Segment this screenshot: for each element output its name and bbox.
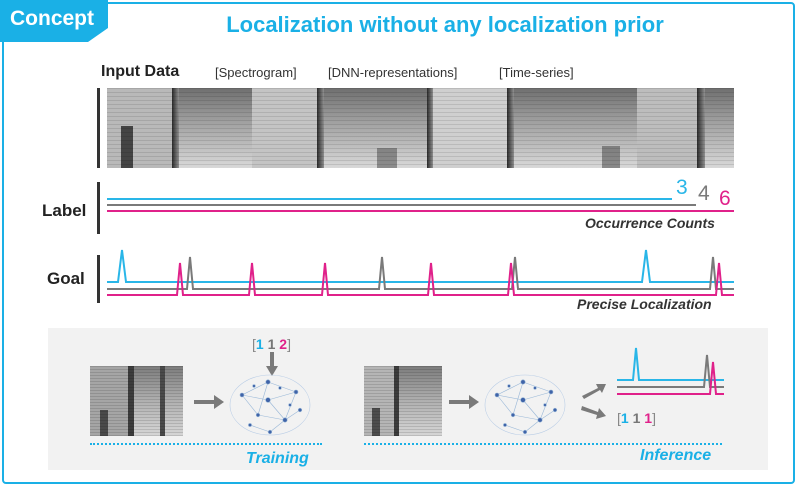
inference-divider (364, 443, 722, 445)
label-row-marker (97, 182, 100, 234)
count-gray: 4 (698, 182, 710, 205)
arrow-icon (266, 352, 278, 376)
training-label: Training (246, 450, 309, 467)
training-input-spectrogram (90, 366, 183, 436)
count-pink: 6 (719, 187, 731, 210)
training-count-pink: 2 (279, 336, 288, 352)
training-count-gray: 1 (267, 336, 276, 352)
training-divider (90, 443, 322, 445)
slide-title: Localization without any localization pr… (226, 12, 664, 37)
count-blue: 3 (676, 176, 688, 199)
inference-count-label: [1 1 1] (617, 410, 656, 426)
input-row-marker (97, 88, 100, 168)
input-data-label: Input Data (101, 63, 180, 80)
arrow-icon (581, 406, 606, 419)
occurrence-counts-caption: Occurrence Counts (585, 215, 715, 231)
arrow-icon (582, 384, 606, 399)
goal-series-gray (107, 256, 734, 290)
arrow-icon (194, 395, 224, 409)
brain-network-icon (229, 374, 311, 436)
input-tag-dnn-representations: [DNN-representations] (328, 65, 458, 80)
brain-network-icon (484, 374, 566, 436)
arrow-icon (449, 395, 479, 409)
inference-label: Inference (640, 447, 712, 464)
goal-row-marker (97, 255, 100, 303)
precise-localization-caption: Precise Localization (577, 296, 712, 312)
inference-input-spectrogram (364, 366, 442, 436)
inference-count-pink: 1 (644, 410, 653, 426)
input-tag-time-series: [Time-series] (499, 65, 574, 80)
label-row-title: Label (42, 201, 87, 220)
concept-tab (0, 0, 108, 42)
inference-count-gray: 1 (632, 410, 641, 426)
input-tag-spectrogram: [Spectrogram] (215, 65, 297, 80)
inference-count-blue: 1 (620, 410, 629, 426)
training-count-blue: 1 (255, 336, 264, 352)
spectrogram-image (107, 88, 734, 168)
goal-series-pink (107, 262, 734, 296)
inference-output-chart (617, 347, 724, 395)
training-count-label: [1 1 2] (252, 336, 291, 352)
concept-tab-label: Concept (10, 7, 94, 30)
goal-row-title: Goal (47, 269, 85, 288)
